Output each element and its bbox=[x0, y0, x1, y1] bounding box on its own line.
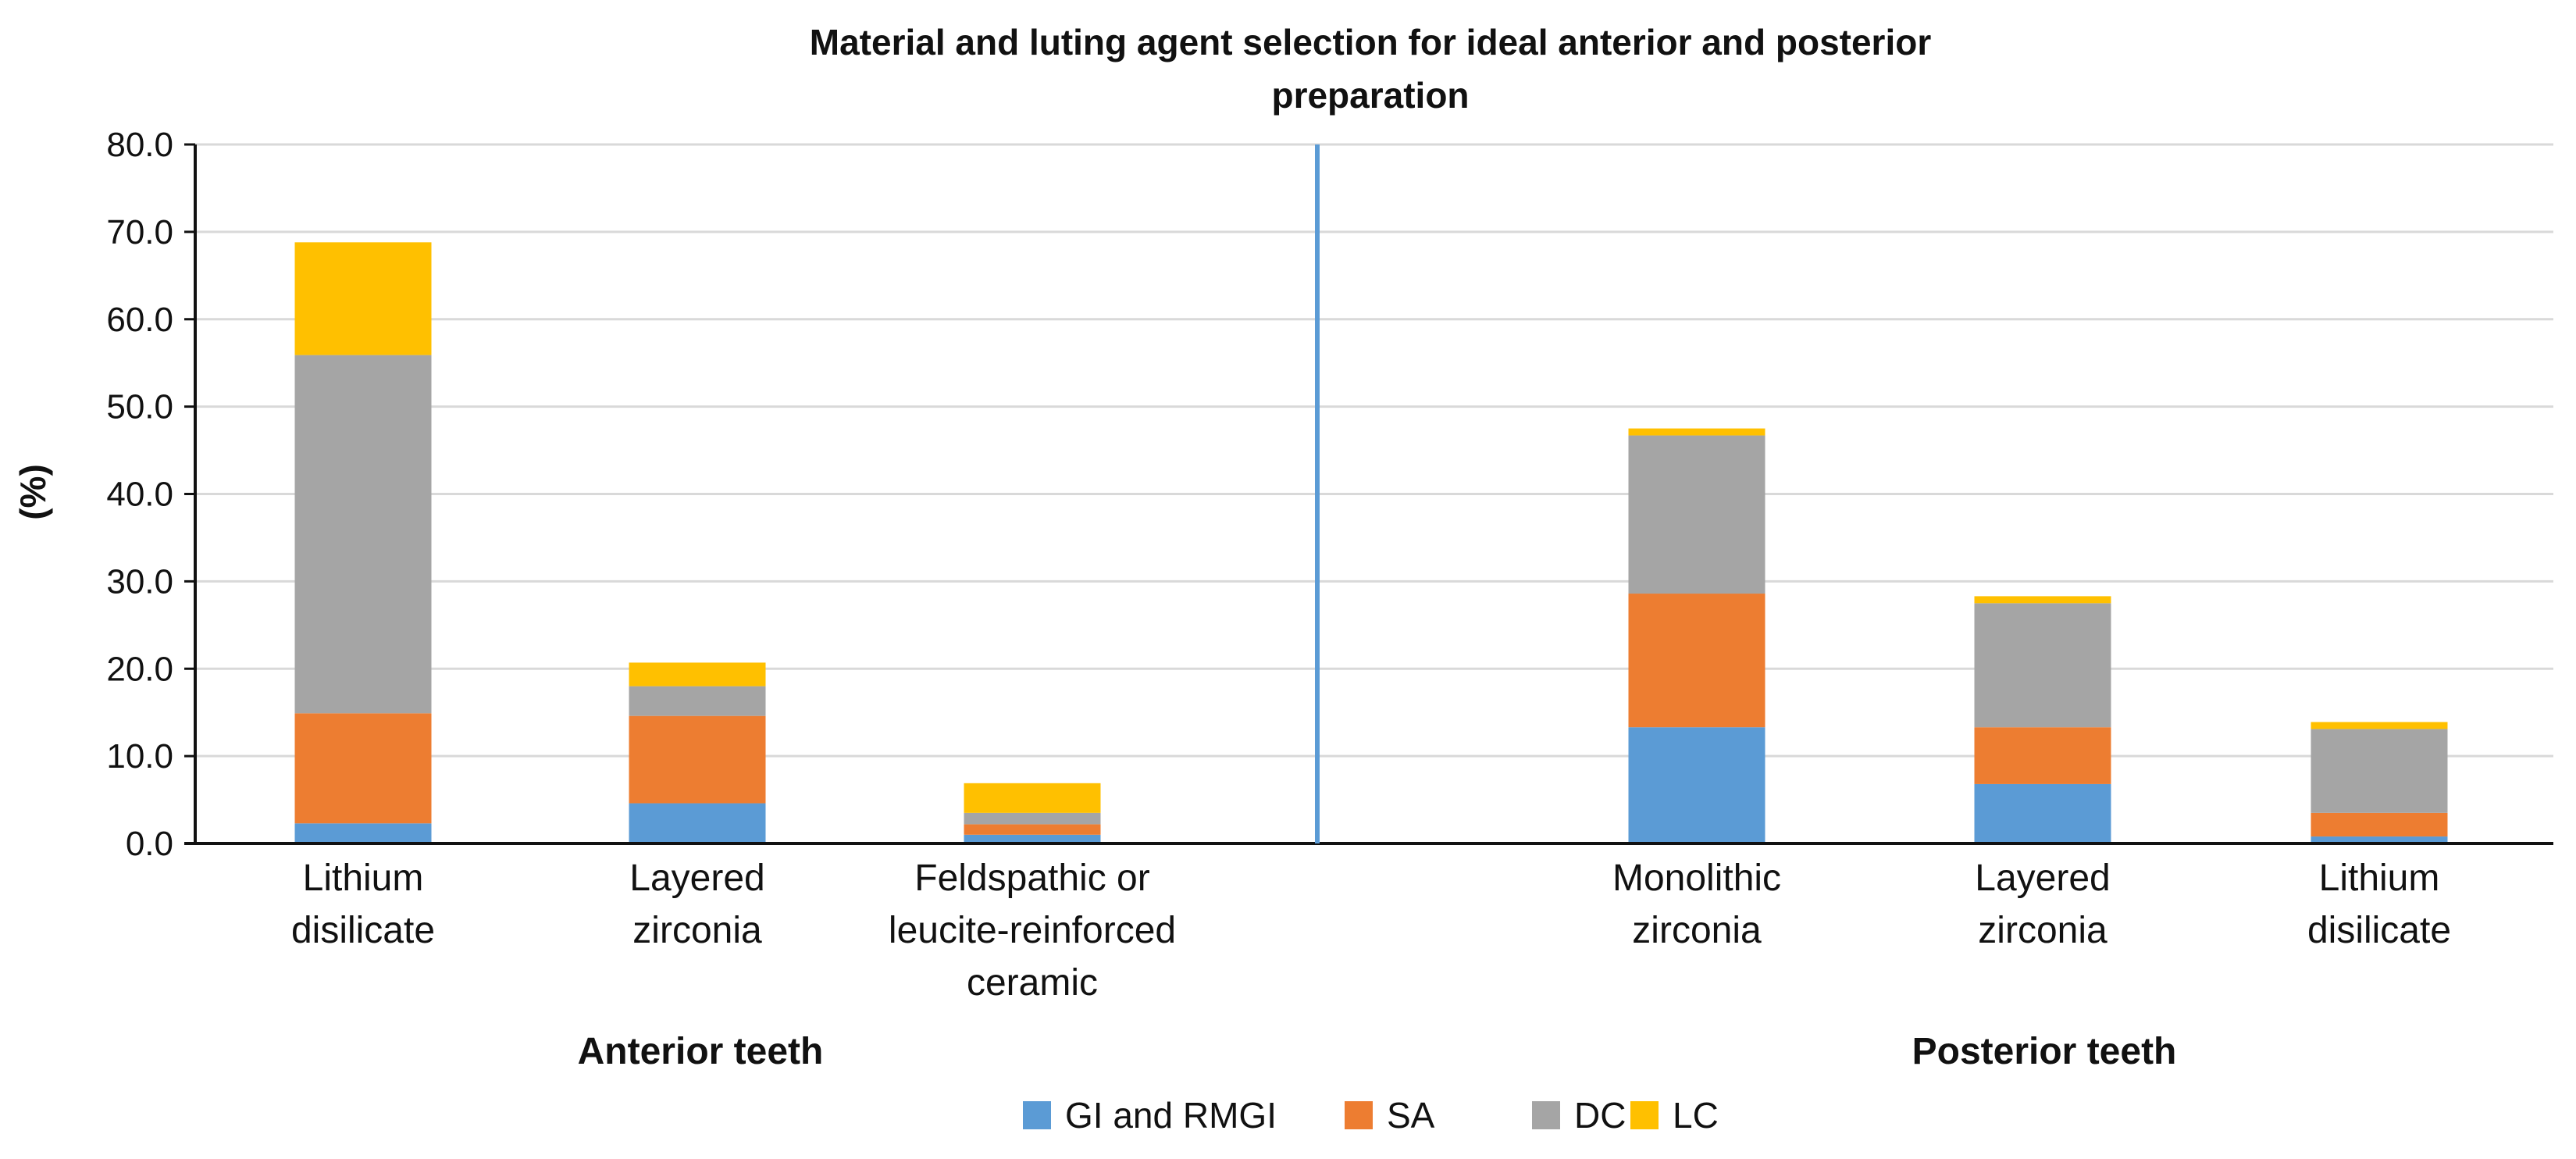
y-tick-label: 0.0 bbox=[126, 825, 173, 863]
legend: GI and RMGI SA DC LC bbox=[1023, 1095, 1719, 1136]
y-tick-label: 50.0 bbox=[106, 388, 173, 426]
bar-gi-and-rmgi-5 bbox=[2311, 836, 2448, 843]
category-label: Feldspathic or bbox=[914, 858, 1149, 899]
axes bbox=[184, 143, 2553, 845]
y-tick-label: 20.0 bbox=[106, 650, 173, 688]
y-axis-ticks: 0.0 10.0 20.0 30.0 40.0 50.0 60.0 70.0 80.0 bbox=[106, 126, 173, 863]
group-labels: Anterior teeth Posterior teeth bbox=[578, 1031, 2177, 1072]
legend-label: GI and RMGI bbox=[1065, 1095, 1277, 1136]
bar-dc-2 bbox=[964, 812, 1101, 825]
y-tick-label: 30.0 bbox=[106, 562, 173, 601]
category-label: Monolithic bbox=[1612, 858, 1781, 899]
category-label: Lithium bbox=[2319, 858, 2440, 899]
y-tick-label: 40.0 bbox=[106, 476, 173, 514]
bar-lc-1 bbox=[629, 662, 766, 686]
chart-title-line: Material and luting agent selection for … bbox=[810, 22, 1932, 62]
category-labels: Lithium disilicate Layered zirconia Feldspat… bbox=[291, 858, 2451, 1004]
legend-swatch bbox=[1023, 1101, 1051, 1129]
bar-gi-and-rmgi-1 bbox=[629, 803, 766, 843]
category-label: zirconia bbox=[1632, 910, 1762, 951]
bar-gi-and-rmgi-2 bbox=[964, 834, 1101, 843]
bar-sa-4 bbox=[1974, 727, 2111, 784]
bar-dc-5 bbox=[2311, 729, 2448, 813]
legend-label: LC bbox=[1673, 1095, 1719, 1136]
legend-swatch bbox=[1345, 1101, 1373, 1129]
bar-gi-and-rmgi-4 bbox=[1974, 783, 2111, 843]
legend-swatch bbox=[1532, 1101, 1560, 1129]
group-label: Anterior teeth bbox=[578, 1031, 824, 1072]
category-label: zirconia bbox=[1978, 910, 2107, 951]
bar-dc-4 bbox=[1974, 603, 2111, 728]
legend-swatch bbox=[1630, 1101, 1659, 1129]
bar-gi-and-rmgi-3 bbox=[1628, 727, 1765, 843]
y-tick-label: 70.0 bbox=[106, 213, 173, 251]
gridlines bbox=[195, 143, 2553, 758]
chart-title: Material and luting agent selection for … bbox=[810, 22, 1932, 116]
category-label: Lithium bbox=[303, 858, 424, 899]
bar-sa-5 bbox=[2311, 812, 2448, 837]
bar-sa-0 bbox=[294, 713, 432, 824]
y-tick-label: 60.0 bbox=[106, 301, 173, 339]
bar-lc-2 bbox=[964, 783, 1101, 813]
legend-label: DC bbox=[1574, 1095, 1626, 1136]
category-label: disilicate bbox=[291, 910, 435, 951]
y-tick-label: 10.0 bbox=[106, 737, 173, 776]
legend-label: SA bbox=[1387, 1095, 1435, 1136]
bar-dc-0 bbox=[294, 355, 432, 714]
category-label: Layered bbox=[629, 858, 764, 899]
bar-dc-1 bbox=[629, 686, 766, 716]
category-label: leucite-reinforced bbox=[889, 910, 1176, 951]
category-label: ceramic bbox=[967, 962, 1098, 1004]
bar-sa-2 bbox=[964, 824, 1101, 835]
y-axis-label: (%) bbox=[12, 464, 53, 520]
bar-lc-5 bbox=[2311, 722, 2448, 729]
bar-sa-3 bbox=[1628, 594, 1765, 728]
bar-lc-3 bbox=[1628, 428, 1765, 436]
category-label: Layered bbox=[1975, 858, 2110, 899]
chart-title-line: preparation bbox=[1271, 75, 1469, 116]
bar-dc-3 bbox=[1628, 435, 1765, 594]
bars bbox=[294, 242, 2448, 843]
bar-gi-and-rmgi-0 bbox=[294, 823, 432, 843]
category-label: zirconia bbox=[632, 910, 762, 951]
y-tick-label: 80.0 bbox=[106, 126, 173, 164]
bar-lc-0 bbox=[294, 242, 432, 355]
bar-lc-4 bbox=[1974, 596, 2111, 604]
category-label: disilicate bbox=[2307, 910, 2451, 951]
bar-sa-1 bbox=[629, 715, 766, 804]
group-label: Posterior teeth bbox=[1912, 1031, 2177, 1072]
